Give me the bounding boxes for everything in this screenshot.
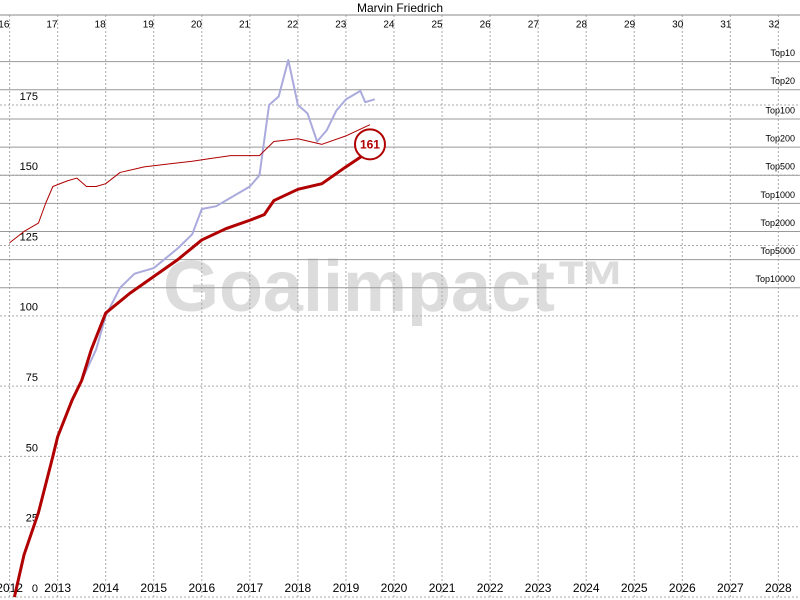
x2-tick-label: 26 <box>480 20 492 31</box>
x2-tick-label: 17 <box>46 20 58 31</box>
x-tick-label: 2023 <box>525 581 552 595</box>
annotation-label: 161 <box>360 138 380 152</box>
y-tick-label: 125 <box>20 231 38 243</box>
y-tick-label: 50 <box>26 442 38 454</box>
reference-label: Top10000 <box>755 274 795 284</box>
x2-tick-label: 18 <box>95 20 107 31</box>
y-tick-label: 100 <box>20 302 38 314</box>
x-tick-label: 2012 <box>0 581 23 595</box>
series-line <box>80 58 376 381</box>
series-line <box>9 124 371 244</box>
x-tick-label: 2025 <box>621 581 648 595</box>
x2-tick-label: 25 <box>432 20 444 31</box>
x-tick-label: 2021 <box>429 581 456 595</box>
reference-label: Top200 <box>765 134 795 144</box>
x2-tick-label: 21 <box>239 20 251 31</box>
x2-tick-label: 32 <box>768 20 780 31</box>
x-tick-label: 2017 <box>236 581 263 595</box>
x2-tick-label: 20 <box>191 20 203 31</box>
reference-label: Top5000 <box>760 246 795 256</box>
x2-tick-label: 22 <box>287 20 299 31</box>
x2-tick-label: 23 <box>335 20 347 31</box>
x-tick-label: 2028 <box>765 581 792 595</box>
x-tick-label: 2014 <box>92 581 119 595</box>
watermark: Goalimpact™ <box>163 247 627 327</box>
reference-label: Top20 <box>770 76 795 86</box>
x2-tick-label: 31 <box>720 20 732 31</box>
x-tick-label: 2018 <box>285 581 312 595</box>
reference-label: Top10 <box>770 48 795 58</box>
x-tick-label: 2022 <box>477 581 504 595</box>
x2-tick-label: 29 <box>624 20 636 31</box>
x2-tick-label: 16 <box>0 20 10 31</box>
reference-label: Top100 <box>765 105 795 115</box>
x-tick-label: 2020 <box>381 581 408 595</box>
series-line <box>12 154 364 598</box>
x-tick-label: 2015 <box>140 581 167 595</box>
y-tick-label: 75 <box>26 372 38 384</box>
x-tick-label: 2027 <box>717 581 744 595</box>
chart-title: Marvin Friedrich <box>357 1 443 15</box>
y-tick-label: 0 <box>32 583 38 595</box>
reference-label: Top2000 <box>760 218 795 228</box>
x2-tick-label: 28 <box>576 20 588 31</box>
x-tick-label: 2019 <box>333 581 360 595</box>
reference-label: Top500 <box>765 162 795 172</box>
reference-label: Top1000 <box>760 190 795 200</box>
x2-tick-label: 30 <box>672 20 684 31</box>
x-tick-label: 2016 <box>188 581 215 595</box>
x-tick-label: 2013 <box>44 581 71 595</box>
x-tick-label: 2024 <box>573 581 600 595</box>
annotation-circle <box>353 128 386 161</box>
x2-tick-label: 27 <box>528 20 540 31</box>
x2-tick-label: 24 <box>383 20 395 31</box>
y-tick-label: 175 <box>20 91 38 103</box>
x2-tick-label: 19 <box>143 20 155 31</box>
x-tick-label: 2026 <box>669 581 696 595</box>
y-tick-label: 150 <box>20 161 38 173</box>
